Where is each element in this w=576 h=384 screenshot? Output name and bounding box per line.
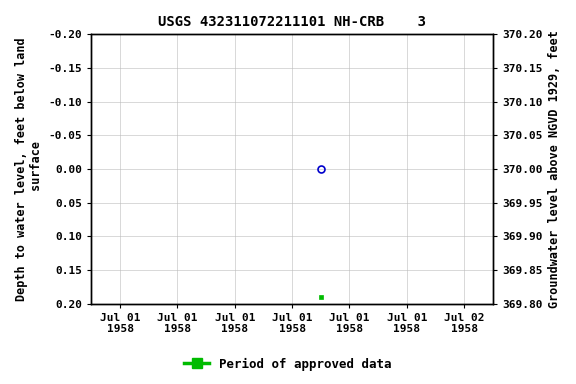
Legend: Period of approved data: Period of approved data — [179, 353, 397, 376]
Y-axis label: Depth to water level, feet below land
 surface: Depth to water level, feet below land su… — [15, 37, 43, 301]
Title: USGS 432311072211101 NH-CRB    3: USGS 432311072211101 NH-CRB 3 — [158, 15, 426, 29]
Y-axis label: Groundwater level above NGVD 1929, feet: Groundwater level above NGVD 1929, feet — [548, 30, 561, 308]
